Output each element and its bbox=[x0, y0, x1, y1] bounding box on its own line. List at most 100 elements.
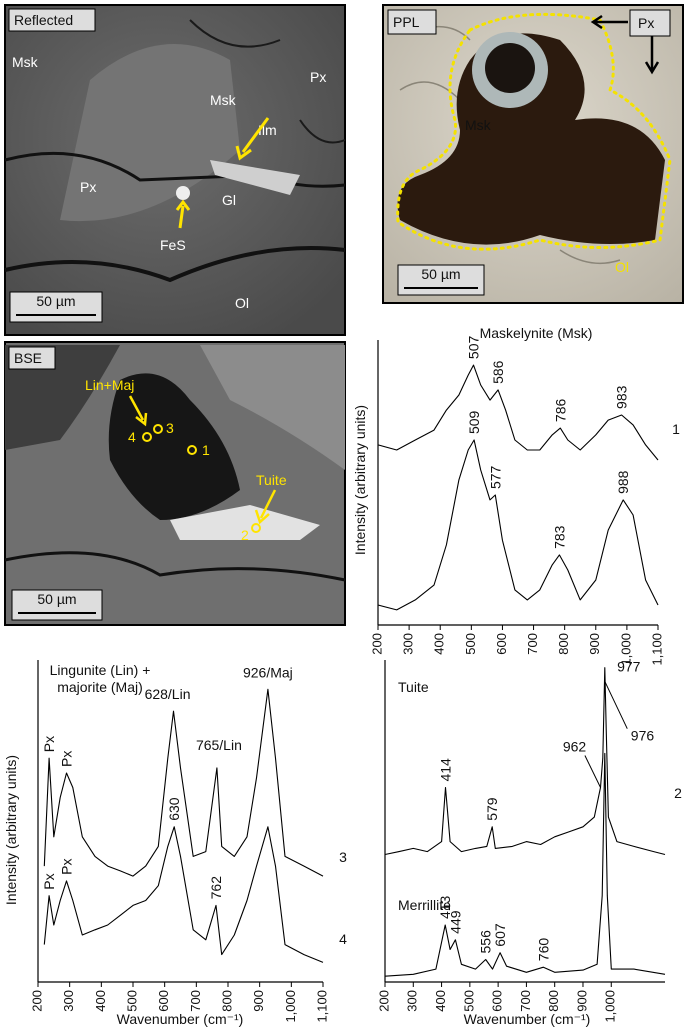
scale-box bbox=[397, 264, 485, 296]
peak-label: 556 bbox=[478, 930, 494, 954]
x-tick-label: 700 bbox=[518, 990, 533, 1012]
tuite-vein bbox=[170, 505, 320, 540]
series-label: 3 bbox=[339, 849, 347, 865]
chart-title: Maskelynite (Msk) bbox=[480, 325, 593, 341]
mineral-label: Px bbox=[638, 15, 654, 31]
point-marker bbox=[142, 432, 152, 442]
dark-grain bbox=[108, 373, 240, 520]
peak-label: Px bbox=[59, 859, 75, 875]
x-tick-label: 200 bbox=[369, 633, 384, 655]
point-label: Tuite bbox=[256, 472, 287, 488]
x-tick-label: 1,000 bbox=[283, 990, 298, 1023]
mineral-label: Msk bbox=[210, 92, 237, 108]
x-tick-label: 900 bbox=[251, 990, 266, 1012]
ppl-panel: PPL Px Msk Ol 50 µm bbox=[382, 4, 684, 304]
x-tick-label: 400 bbox=[432, 633, 447, 655]
point-label: 2 bbox=[241, 527, 249, 543]
spectrum-line bbox=[384, 667, 666, 856]
crack bbox=[4, 151, 346, 188]
mineral-label: Msk bbox=[12, 54, 39, 70]
peak-label: 988 bbox=[615, 470, 631, 494]
reflected-panel: Reflected Msk Px Msk Ilm Px Gl FeS Ol 50… bbox=[4, 4, 346, 336]
x-tick-label: 400 bbox=[433, 990, 448, 1012]
peak-label: 507 bbox=[466, 336, 482, 360]
bse-panel: BSE Lin+Maj 4 3 1 Tuite 2 50 µm bbox=[4, 341, 346, 626]
x-tick-label: 1,000 bbox=[618, 633, 633, 666]
x-tick-label: 700 bbox=[188, 990, 203, 1012]
spectrum-line bbox=[377, 439, 659, 611]
x-tick-label: 800 bbox=[556, 633, 571, 655]
mineral-label: Px bbox=[80, 179, 96, 195]
panel-title: Reflected bbox=[14, 12, 73, 28]
x-tick-label: 1,100 bbox=[314, 990, 329, 1023]
chart-title: majorite (Maj) bbox=[57, 679, 143, 695]
x-tick-label: 600 bbox=[490, 990, 505, 1012]
dark-grain bbox=[397, 33, 665, 245]
peak-label: 786 bbox=[552, 398, 568, 422]
point-label: 1 bbox=[202, 442, 210, 458]
peak-label: 577 bbox=[487, 465, 503, 489]
peak-label: 765/Lin bbox=[196, 737, 242, 753]
leader-line bbox=[604, 680, 628, 729]
label-box bbox=[629, 9, 671, 37]
peak-label: 414 bbox=[438, 758, 454, 782]
mineral-label: Px bbox=[310, 69, 326, 85]
series-label: 1 bbox=[672, 421, 680, 437]
arrow bbox=[128, 395, 148, 427]
leader-line bbox=[584, 755, 601, 788]
x-tick-label: 400 bbox=[93, 990, 108, 1012]
x-tick-label: 200 bbox=[29, 990, 44, 1012]
mineral-label: Ol bbox=[235, 295, 249, 311]
outline bbox=[396, 12, 672, 251]
peak-label: 976 bbox=[631, 728, 655, 744]
y-axis-label: Intensity (arbitrary units) bbox=[3, 755, 19, 905]
x-tick-label: 700 bbox=[525, 633, 540, 655]
panel-title: BSE bbox=[14, 350, 42, 366]
spectra: 200 300 400 500 600 700 800 900 1,000 1,100 Maskel… bbox=[3, 325, 682, 1027]
ilmenite bbox=[210, 160, 300, 195]
inclusion bbox=[485, 43, 535, 93]
scale-box bbox=[11, 589, 103, 621]
arrow bbox=[590, 14, 660, 75]
mineral-label: FeS bbox=[160, 237, 186, 253]
scale-label: 50 µm bbox=[421, 266, 460, 282]
point-label: Lin+Maj bbox=[85, 377, 134, 393]
peak-label: 607 bbox=[492, 923, 508, 947]
peak-label: 983 bbox=[614, 385, 630, 409]
y-axis-label: Intensity (arbitrary units) bbox=[352, 405, 368, 555]
peak-label: Px bbox=[41, 736, 57, 752]
mineral-label: Msk bbox=[465, 117, 492, 133]
peak-label: 783 bbox=[551, 525, 567, 549]
peak-label: 413 bbox=[437, 895, 453, 919]
x-tick-label: 900 bbox=[574, 990, 589, 1012]
peak-label: 760 bbox=[535, 938, 551, 962]
point-label: 3 bbox=[166, 420, 174, 436]
peak-label: Px bbox=[41, 873, 57, 889]
x-tick-label: 800 bbox=[219, 990, 234, 1012]
label-box bbox=[387, 9, 437, 35]
arrow bbox=[254, 489, 277, 525]
peak-label: 586 bbox=[490, 360, 506, 384]
x-tick-label: 500 bbox=[463, 633, 478, 655]
x-tick-label: 1,100 bbox=[649, 633, 664, 666]
label-box bbox=[8, 346, 56, 370]
spectrum-line bbox=[377, 364, 659, 461]
peak-label: 628/Lin bbox=[145, 686, 191, 702]
crack bbox=[4, 551, 346, 582]
x-tick-label: 500 bbox=[461, 990, 476, 1012]
x-tick-label: 1,000 bbox=[603, 990, 618, 1023]
grain bbox=[200, 345, 345, 470]
crack bbox=[189, 19, 346, 144]
peak-label: Px bbox=[59, 751, 75, 767]
series-label: 4 bbox=[339, 931, 347, 947]
x-tick-label: 600 bbox=[494, 633, 509, 655]
x-tick-label: 300 bbox=[401, 633, 416, 655]
spectrum-line bbox=[43, 688, 324, 877]
series-label: Tuite bbox=[398, 679, 429, 695]
x-tick-label: 500 bbox=[124, 990, 139, 1012]
fes-grain bbox=[176, 186, 190, 200]
peak-label: 962 bbox=[563, 739, 587, 755]
x-axis-label: Wavenumber (cm⁻¹) bbox=[117, 1011, 244, 1027]
panel-title: PPL bbox=[393, 14, 420, 30]
arrow bbox=[235, 117, 270, 161]
